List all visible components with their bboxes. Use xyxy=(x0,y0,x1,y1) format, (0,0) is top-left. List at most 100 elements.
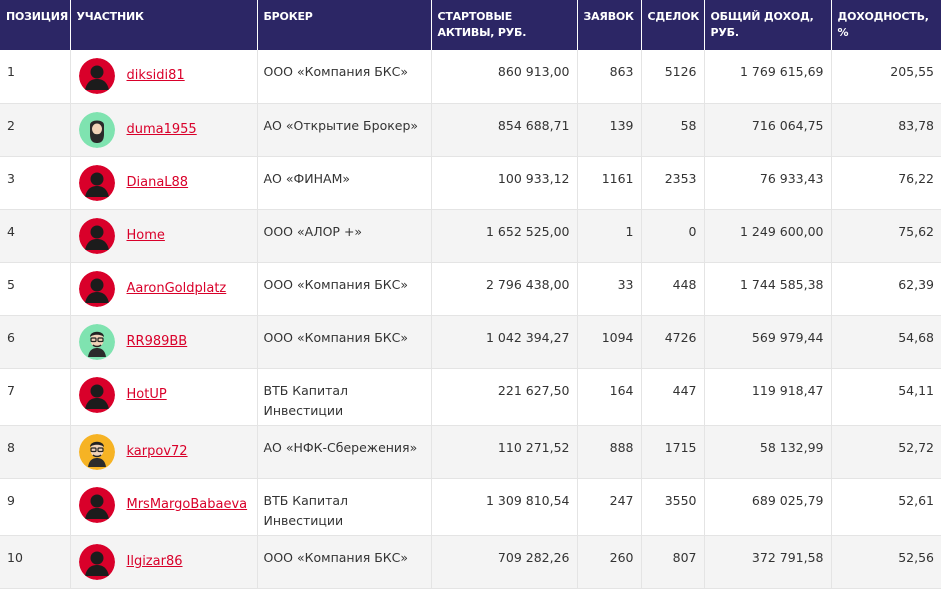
deals-cell: 1715 xyxy=(641,425,705,478)
participant-cell: DianaL88 xyxy=(70,156,258,209)
orders-cell: 139 xyxy=(577,103,642,156)
start-assets-cell: 1 309 810,54 xyxy=(431,478,578,535)
deals-cell: 3550 xyxy=(641,478,705,535)
start-assets-cell: 860 913,00 xyxy=(431,50,578,103)
income-cell: 689 025,79 xyxy=(704,478,832,535)
deals-cell: 447 xyxy=(641,368,705,425)
income-cell: 569 979,44 xyxy=(704,315,832,368)
glasses-man-green-avatar-icon[interactable] xyxy=(78,323,115,360)
default-red-avatar-icon[interactable] xyxy=(78,376,115,413)
username-link[interactable]: MrsMargoBabaeva xyxy=(126,496,248,512)
yield-cell: 52,61 xyxy=(898,492,934,508)
deals-cell: 2353 xyxy=(641,156,705,209)
default-red-avatar-icon[interactable] xyxy=(78,270,115,307)
table-row: 3 DianaL88 АО «ФИНАМ» 100 933,12 1161 2353 76 … xyxy=(0,156,941,209)
column-header-orders[interactable]: ЗАЯВОК xyxy=(577,0,642,50)
username-link[interactable]: Ilgizar86 xyxy=(126,553,183,569)
income-cell: 1 744 585,38 xyxy=(704,262,832,315)
yield-cell: 76,22 xyxy=(898,170,934,186)
orders-cell: 1161 xyxy=(577,156,642,209)
orders-cell: 260 xyxy=(577,535,642,588)
yield-cell: 54,11 xyxy=(898,382,934,398)
yield-cell: 52,72 xyxy=(831,425,941,478)
orders-cell: 247 xyxy=(577,478,642,535)
default-red-avatar-icon[interactable] xyxy=(78,543,115,580)
position-cell: 6 xyxy=(0,315,71,368)
start-assets-cell: 1 652 525,00 xyxy=(431,209,578,262)
income-cell: 119 918,47 xyxy=(704,368,832,425)
broker-cell: ООО «АЛОР +» xyxy=(257,209,432,262)
table-row: 10 Ilgizar86 ООО «Компания БКС» 709 282,26 2… xyxy=(0,535,941,588)
start-assets-cell: 854 688,71 xyxy=(431,103,578,156)
username-link[interactable]: diksidi81 xyxy=(126,68,185,83)
username-link[interactable]: AaronGoldplatz xyxy=(126,280,227,296)
broker-cell: АО «НФК-Сбережения» xyxy=(257,425,432,478)
column-header-start-assets[interactable]: СТАРТОВЫЕ АКТИВЫ, РУБ. xyxy=(431,0,578,50)
table-row: 2 duma1955 АО «Открытие Брокер» 854 688,71 1… xyxy=(0,103,941,156)
column-header-position[interactable]: ПОЗИЦИЯ xyxy=(0,0,71,50)
broker-cell: ООО «Компания БКС» xyxy=(257,315,432,368)
income-cell: 372 791,58 xyxy=(704,535,832,588)
username-link[interactable]: DianaL88 xyxy=(126,174,189,190)
participant-cell: karpov72 xyxy=(70,425,258,478)
orders-cell: 33 xyxy=(577,262,642,315)
participant: HotUP xyxy=(78,376,257,413)
table-row: 9 MrsMargoBabaeva ВТБ Капитал Инвестиции 1 … xyxy=(0,478,941,535)
broker-cell: ООО «Компания БКС» xyxy=(257,50,432,103)
username-link[interactable]: karpov72 xyxy=(126,443,188,459)
broker-cell: ВТБ Капитал Инвестиции xyxy=(257,368,432,425)
deals-cell: 5126 xyxy=(641,50,705,103)
orders-cell: 888 xyxy=(577,425,642,478)
participant: MrsMargoBabaeva xyxy=(78,486,257,523)
column-header-broker[interactable]: БРОКЕР xyxy=(257,0,432,50)
yield-cell: 62,39 xyxy=(898,276,934,292)
column-header-income[interactable]: ОБЩИЙ ДОХОД, РУБ. xyxy=(704,0,832,50)
default-red-avatar-icon[interactable] xyxy=(78,164,115,201)
broker-cell: ООО «Компания БКС» xyxy=(257,535,432,588)
position-cell: 8 xyxy=(0,425,71,478)
yield-cell: 75,62 xyxy=(831,209,941,262)
broker-cell: ООО «Компания БКС» xyxy=(257,262,432,315)
position-cell: 2 xyxy=(0,103,71,156)
default-red-avatar-icon[interactable] xyxy=(78,217,115,254)
orders-cell: 1094 xyxy=(577,315,642,368)
username-link[interactable]: HotUP xyxy=(126,386,167,402)
deals-cell: 0 xyxy=(641,209,705,262)
username-link[interactable]: duma1955 xyxy=(126,121,197,137)
table-header-row: ПОЗИЦИЯ УЧАСТНИК БРОКЕР СТАРТОВЫЕ АКТИВЫ… xyxy=(0,0,941,50)
position-cell: 7 xyxy=(0,368,71,425)
glasses-man-yellow-avatar-icon[interactable] xyxy=(78,433,115,470)
start-assets-cell: 2 796 438,00 xyxy=(431,262,578,315)
position-cell: 4 xyxy=(0,209,71,262)
participant-cell: AaronGoldplatz xyxy=(70,262,258,315)
table-row: 1 diksidi81 ООО «Компания БКС» 860 913,00 86… xyxy=(0,50,941,103)
broker-cell: ВТБ Капитал Инвестиции xyxy=(257,478,432,535)
table-row: 5 AaronGoldplatz ООО «Компания БКС» 2 796 4… xyxy=(0,262,941,315)
broker-cell: АО «Открытие Брокер» xyxy=(257,103,432,156)
income-cell: 76 933,43 xyxy=(704,156,832,209)
orders-cell: 863 xyxy=(577,50,642,103)
column-header-deals[interactable]: СДЕЛОК xyxy=(641,0,705,50)
column-header-yield[interactable]: ДОХОДНОСТЬ, % xyxy=(831,0,941,50)
bearded-man-avatar-icon[interactable] xyxy=(78,111,115,148)
yield-cell: 205,55 xyxy=(890,64,934,79)
default-red-avatar-icon[interactable] xyxy=(78,486,115,523)
income-cell: 716 064,75 xyxy=(704,103,832,156)
participant: diksidi81 xyxy=(78,58,257,94)
username-link[interactable]: Home xyxy=(126,227,165,243)
start-assets-cell: 1 042 394,27 xyxy=(431,315,578,368)
deals-cell: 448 xyxy=(641,262,705,315)
position-cell: 9 xyxy=(0,478,71,535)
column-header-participant[interactable]: УЧАСТНИК xyxy=(70,0,258,50)
orders-cell: 1 xyxy=(577,209,642,262)
start-assets-cell: 100 933,12 xyxy=(431,156,578,209)
deals-cell: 807 xyxy=(641,535,705,588)
broker-cell: АО «ФИНАМ» xyxy=(257,156,432,209)
username-link[interactable]: RR989BB xyxy=(126,333,188,349)
yield-cell: 54,68 xyxy=(831,315,941,368)
default-red-avatar-icon[interactable] xyxy=(78,58,115,94)
deals-cell: 4726 xyxy=(641,315,705,368)
yield-cell: 83,78 xyxy=(831,103,941,156)
table-row: 7 HotUP ВТБ Капитал Инвестиции 221 627,50 16… xyxy=(0,368,941,425)
